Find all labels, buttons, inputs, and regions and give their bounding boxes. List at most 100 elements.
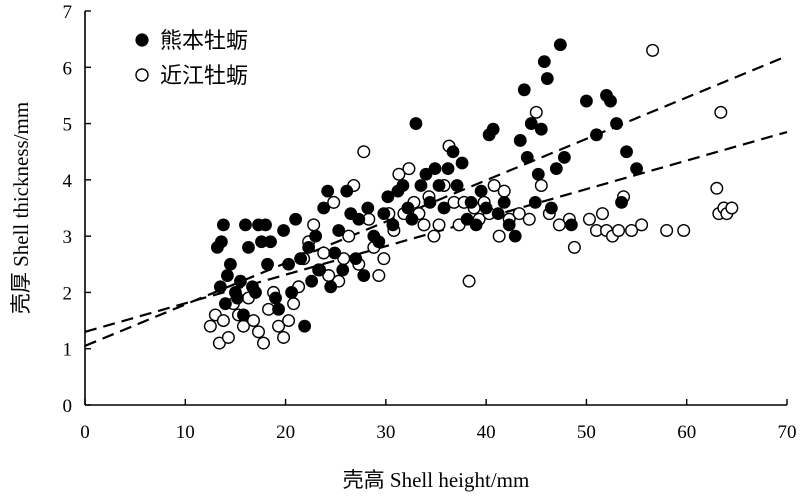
- data-point-open: [357, 145, 371, 159]
- data-point-filled: [531, 167, 545, 181]
- data-point-open: [625, 224, 639, 238]
- data-point-filled: [479, 201, 493, 215]
- data-point-open: [203, 319, 217, 333]
- data-point-filled: [441, 162, 455, 176]
- legend-label-series-1: 熊本牡蛎: [160, 28, 248, 53]
- data-point-filled: [272, 302, 285, 316]
- data-point-filled: [620, 145, 633, 159]
- data-point-open: [635, 218, 649, 232]
- data-point-open: [257, 336, 271, 350]
- data-point-open: [487, 178, 501, 192]
- data-point-filled: [377, 207, 391, 221]
- data-point-filled: [590, 128, 603, 142]
- data-point-open: [567, 240, 581, 254]
- legend-marker-series-1: [135, 33, 149, 47]
- x-tick-label: 20: [276, 422, 295, 443]
- data-point-filled: [328, 246, 342, 260]
- y-tick-label: 7: [63, 2, 73, 23]
- y-tick-label: 0: [63, 396, 73, 417]
- data-point-open: [462, 274, 476, 288]
- data-point-open: [246, 314, 260, 328]
- data-point-filled: [361, 201, 375, 215]
- data-point-filled: [630, 162, 643, 176]
- data-point-filled: [340, 184, 354, 198]
- data-point-open: [677, 224, 691, 238]
- data-point-filled: [282, 257, 295, 271]
- data-point-filled: [553, 38, 567, 52]
- data-markers: [203, 38, 739, 350]
- data-point-filled: [544, 201, 558, 215]
- data-point-open: [272, 319, 286, 333]
- data-point-filled: [491, 207, 505, 221]
- data-point-open: [529, 105, 543, 119]
- data-point-filled: [428, 162, 442, 176]
- data-point-filled: [249, 286, 262, 299]
- data-point-filled: [239, 218, 252, 232]
- data-point-filled: [349, 252, 363, 266]
- data-point-open: [327, 195, 341, 209]
- x-tick-label: 70: [778, 422, 797, 443]
- data-point-filled: [455, 156, 469, 170]
- data-point-filled: [234, 274, 247, 288]
- data-point-filled: [524, 117, 538, 130]
- data-point-filled: [289, 212, 303, 226]
- data-point-filled: [534, 122, 548, 136]
- data-point-filled: [324, 280, 338, 294]
- trend-line-series-1: [84, 55, 788, 347]
- data-point-filled: [332, 224, 346, 237]
- axes: [84, 11, 787, 406]
- data-point-filled: [231, 291, 244, 305]
- data-point-open: [534, 178, 548, 192]
- y-ticks: 0 1 2 3 4 5 6 7: [63, 2, 91, 417]
- data-point-open: [377, 252, 391, 266]
- data-point-filled: [218, 297, 232, 311]
- data-point-filled: [221, 269, 234, 282]
- data-point-filled: [372, 235, 386, 249]
- data-point-filled: [497, 195, 511, 209]
- data-point-filled: [317, 201, 331, 215]
- data-point-open: [277, 330, 291, 344]
- data-point-open: [646, 43, 660, 57]
- y-axis-title: 壳厚 Shell thickness/mm: [9, 102, 33, 314]
- y-tick-label: 1: [63, 340, 73, 361]
- x-tick-label: 40: [477, 422, 496, 443]
- data-point-open: [427, 229, 441, 243]
- data-point-filled: [321, 184, 335, 198]
- data-point-filled: [469, 218, 483, 232]
- data-point-filled: [298, 319, 312, 333]
- data-point-filled: [224, 257, 237, 271]
- data-point-open: [287, 297, 301, 311]
- data-point-filled: [528, 195, 542, 209]
- data-point-open: [216, 314, 230, 328]
- legend-label-series-2: 近江牡蛎: [160, 63, 248, 88]
- data-point-open: [710, 181, 724, 195]
- data-point-filled: [294, 252, 308, 266]
- x-tick-label: 0: [80, 422, 90, 443]
- data-point-open: [342, 229, 356, 243]
- data-point-filled: [414, 179, 428, 192]
- data-point-filled: [486, 122, 500, 136]
- data-point-filled: [213, 280, 227, 294]
- y-tick-label: 5: [63, 115, 73, 136]
- y-tick-label: 3: [63, 227, 73, 248]
- legend: 熊本牡蛎 近江牡蛎: [135, 28, 248, 88]
- data-point-filled: [419, 167, 433, 181]
- data-point-open: [492, 229, 506, 243]
- data-point-filled: [405, 212, 419, 226]
- data-point-open: [221, 330, 235, 344]
- data-point-filled: [386, 218, 400, 232]
- data-point-open: [251, 325, 265, 339]
- x-ticks: 0 10 20 30 40 50 60 70: [80, 399, 797, 443]
- data-point-filled: [610, 117, 623, 130]
- data-point-open: [512, 207, 526, 221]
- data-point-filled: [214, 235, 228, 249]
- data-point-open: [497, 184, 511, 198]
- data-point-filled: [401, 201, 415, 215]
- data-point-open: [595, 207, 609, 221]
- data-point-filled: [302, 240, 316, 254]
- data-point-open: [417, 218, 431, 232]
- data-point-filled: [520, 150, 534, 164]
- data-point-filled: [409, 117, 423, 130]
- data-point-filled: [357, 269, 371, 282]
